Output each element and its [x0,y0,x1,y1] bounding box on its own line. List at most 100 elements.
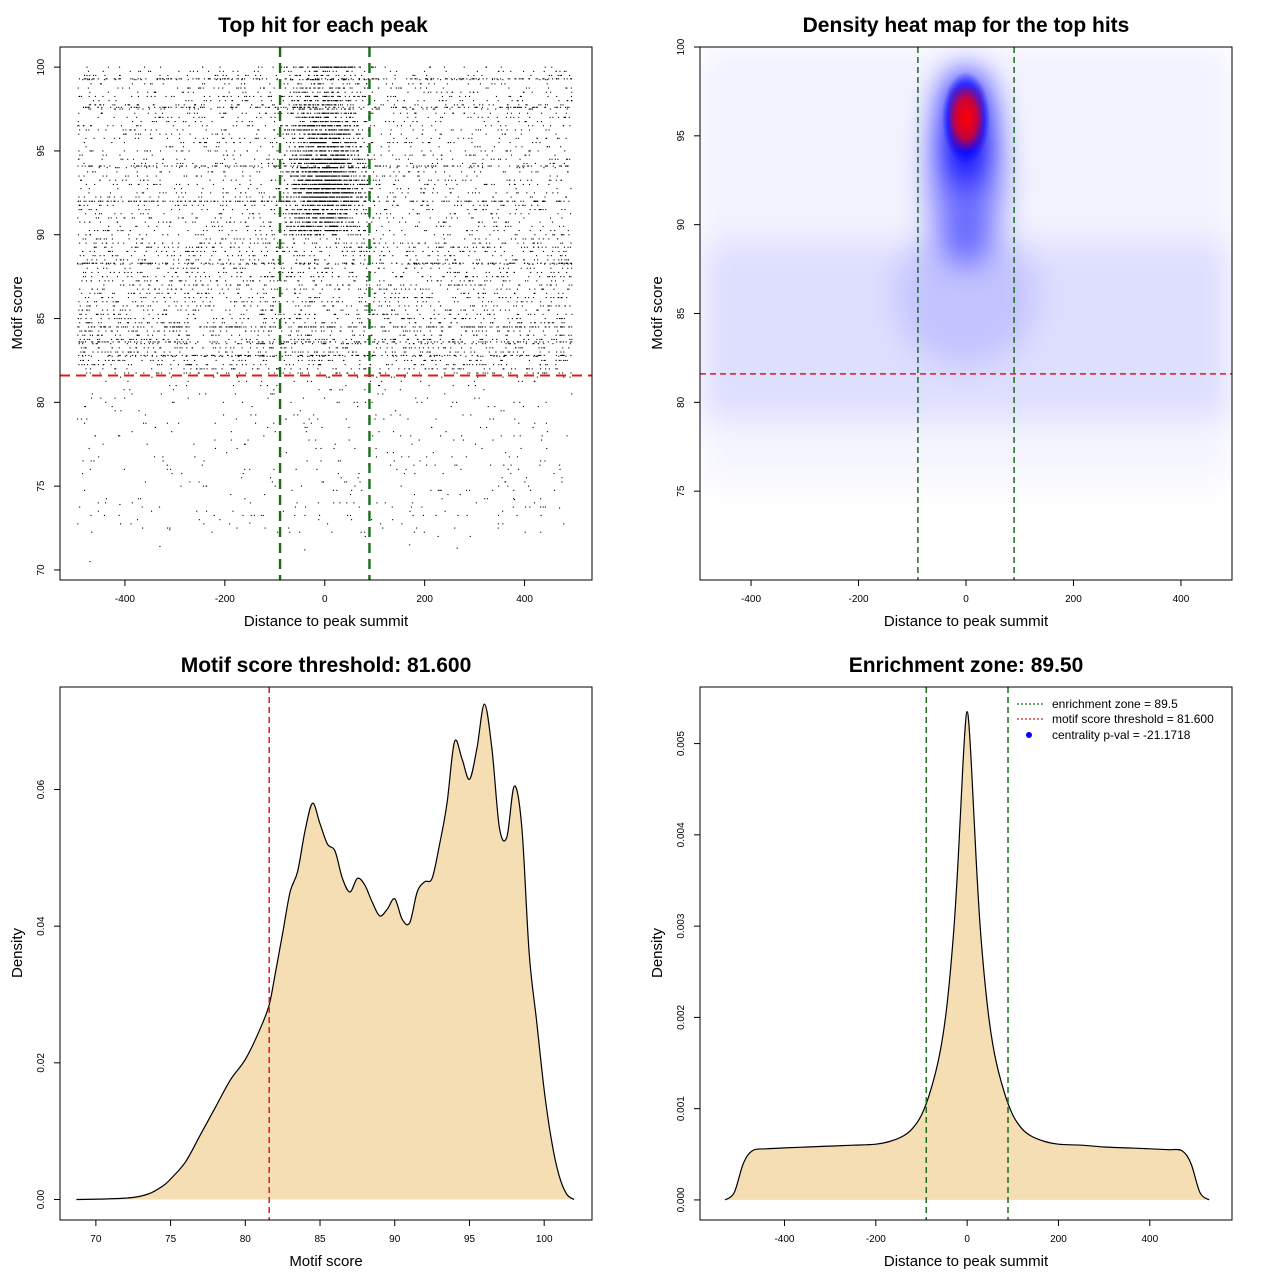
scatter-point [513,435,515,437]
scatter-point [269,343,271,345]
scatter-point [218,230,220,232]
scatter-point [274,313,276,315]
scatter-point [213,246,215,248]
scatter-point [223,414,225,416]
scatter-point [156,355,158,357]
scatter-point [137,204,139,206]
scatter-point [143,200,145,202]
scatter-point [128,372,130,374]
scatter-point [527,368,529,370]
scatter-point [109,196,111,198]
scatter-point [261,192,263,194]
scatter-point [308,267,310,269]
scatter-point [250,330,252,332]
scatter-point [374,309,376,311]
scatter-point [421,364,423,366]
scatter-point [426,280,428,282]
scatter-point [563,376,565,378]
scatter-point [118,313,120,315]
scatter-point [243,313,245,315]
scatter-point [254,259,256,261]
scatter-point [565,250,567,252]
scatter-point [222,355,224,357]
scatter-point [241,79,243,81]
scatter-point [321,288,323,290]
scatter-point [88,230,90,232]
scatter-point [192,162,194,164]
scatter-point [269,225,271,227]
scatter-point [420,297,422,299]
scatter-point [169,221,171,223]
scatter-point [410,506,412,508]
scatter-point [304,426,306,428]
scatter-point [490,125,492,127]
scatter-point [259,79,261,81]
scatter-point [505,343,507,345]
scatter-point [178,334,180,336]
scatter-point [469,79,471,81]
scatter-point [189,372,191,374]
scatter-point [282,510,284,512]
scatter-point [550,255,552,257]
scatter-point [455,318,457,320]
scatter-point [182,162,184,164]
scatter-point [327,359,329,361]
scatter-point [246,309,248,311]
scatter-point [440,154,442,156]
scatter-point [262,313,264,315]
scatter-point [447,364,449,366]
scatter-point [508,456,510,458]
scatter-point [553,322,555,324]
scatter-point [222,137,224,139]
scatter-point [363,183,365,185]
scatter-point [543,372,545,374]
scatter-point [348,439,350,441]
scatter-point [189,481,191,483]
scatter-point [509,179,511,181]
scatter-point [525,343,527,345]
scatter-point [551,276,553,278]
scatter-point [259,301,261,303]
scatter-point [165,313,167,315]
scatter-point [82,250,84,252]
scatter-point [427,255,429,257]
scatter-point [417,338,419,340]
scatter-point [530,250,532,252]
scatter-point [499,297,501,299]
scatter-point [388,284,390,286]
scatter-point [346,137,348,139]
scatter-point [264,301,266,303]
scatter-point [171,284,173,286]
scatter-point [357,83,359,85]
scatter-point [246,284,248,286]
scatter-point [186,385,188,387]
scatter-point [492,372,494,374]
scatter-point [427,246,429,248]
scatter-point [187,87,189,89]
scatter-point [126,116,128,118]
scatter-point [530,489,532,491]
scatter-point [336,489,338,491]
scatter-point [264,494,266,496]
scatter-point [148,209,150,211]
scatter-point [567,267,569,269]
scatter-point [122,108,124,110]
scatter-point [497,230,499,232]
scatter-point [277,531,279,533]
scatter-point [163,297,165,299]
scatter-point [171,242,173,244]
scatter-point [546,83,548,85]
scatter-point [77,234,79,236]
scatter-point [186,318,188,320]
scatter-point [407,318,409,320]
scatter-point [560,276,562,278]
scatter-point [493,313,495,315]
scatter-point [137,271,139,273]
scatter-point [535,355,537,357]
scatter-point [465,154,467,156]
scatter-point [137,519,139,521]
scatter-point [550,267,552,269]
scatter-point [240,297,242,299]
scatter-point [196,368,198,370]
scatter-point [437,255,439,257]
